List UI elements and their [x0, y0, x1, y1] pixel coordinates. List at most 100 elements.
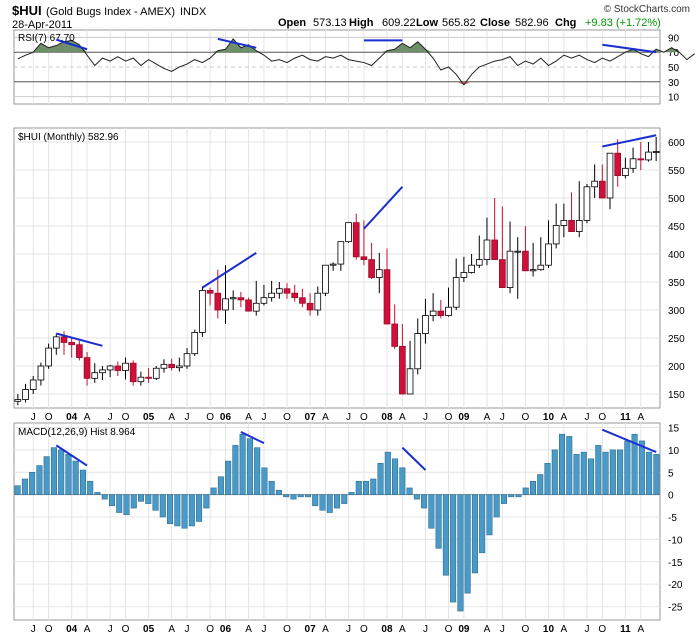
macd-x-label: O: [122, 624, 130, 635]
price-candle: [314, 292, 322, 311]
macd-hist-bar: [428, 494, 435, 529]
price-candle: [37, 365, 45, 381]
macd-hist-bar: [217, 476, 224, 495]
macd-trendline: [55, 444, 88, 467]
price-trendline: [363, 186, 404, 230]
macd-hist-bar: [333, 494, 341, 509]
price-candle: [22, 389, 29, 400]
macd-hist-bar: [138, 494, 145, 502]
price-candle: [545, 243, 552, 266]
macd-x-label: J: [261, 624, 266, 635]
macd-hist-bar: [653, 454, 660, 495]
macd-hist-bar: [79, 469, 86, 495]
macd-x-label: J: [108, 624, 113, 635]
macd-hist-bar: [624, 440, 631, 495]
macd-hist-bar: [595, 445, 602, 495]
price-candle: [145, 376, 152, 379]
price-candle: [383, 269, 391, 325]
price-candle: [514, 250, 522, 253]
macd-x-label: A: [484, 624, 491, 635]
price-title: $HUI (Monthly) 582.96: [18, 132, 119, 143]
price-candle: [275, 288, 283, 294]
price-panel-frame: [13, 127, 661, 409]
price-candle: [206, 289, 214, 294]
macd-trendline: [401, 446, 427, 471]
macd-hist-bar: [609, 449, 616, 495]
stockcharts-watermark: © StockCharts.com: [604, 4, 690, 15]
macd-hist-bar: [50, 447, 57, 495]
price-candle: [606, 152, 614, 199]
macd-hist-bar: [421, 494, 428, 509]
macd-hist-bar: [508, 494, 515, 498]
macd-tick-label: 5: [668, 468, 674, 479]
macd-hist-bar: [544, 463, 551, 495]
macd-hist-bar: [246, 438, 253, 495]
macd-hist-bar: [450, 494, 457, 603]
price-candle: [260, 297, 268, 304]
price-x-label: O: [522, 412, 530, 423]
price-candle: [283, 288, 291, 294]
macd-hist-bar: [413, 494, 420, 500]
quote-chg-label: Chg: [555, 17, 576, 29]
price-candle: [537, 264, 545, 271]
price-candle: [360, 256, 368, 260]
macd-hist-bar: [500, 494, 507, 504]
price-x-label: O: [598, 412, 606, 423]
price-x-label: J: [423, 412, 428, 423]
quote-close-label: Close: [480, 17, 510, 29]
macd-x-label: J: [185, 624, 190, 635]
macd-hist-bar: [123, 494, 130, 516]
macd-x-label: O: [522, 624, 530, 635]
macd-tick-label: -20: [668, 580, 683, 591]
price-candle: [591, 180, 598, 188]
macd-hist-bar: [377, 463, 384, 495]
price-x-label: 11: [620, 412, 631, 423]
price-x-label: J: [185, 412, 190, 423]
price-candle: [52, 336, 60, 349]
macd-hist-bar: [87, 480, 94, 495]
price-x-label: O: [283, 412, 291, 423]
price-x-label: J: [108, 412, 113, 423]
price-trendline: [602, 134, 657, 148]
macd-hist-bar: [312, 494, 319, 507]
price-candle: [437, 310, 445, 316]
price-x-label: 05: [143, 412, 155, 423]
price-candle: [152, 367, 160, 379]
macd-hist-bar: [646, 451, 653, 495]
price-x-label: A: [637, 412, 644, 423]
macd-hist-bar: [559, 433, 566, 495]
chart-index-name: (Gold Bugs Index - AMEX): [46, 6, 175, 18]
macd-hist-bar: [29, 472, 36, 495]
macd-x-label: O: [45, 624, 53, 635]
price-candle: [129, 362, 137, 383]
macd-hist-bar: [58, 449, 65, 495]
macd-hist-bar: [145, 494, 152, 504]
macd-tick-label: -5: [668, 513, 677, 524]
macd-hist-bar: [319, 494, 326, 511]
price-candle: [99, 369, 106, 374]
price-candle: [422, 315, 429, 334]
rsi-trendline: [602, 43, 657, 54]
price-candle: [598, 180, 606, 199]
macd-hist-bar: [522, 487, 529, 495]
rsi-tick-label: 70: [668, 48, 680, 59]
macd-hist-bar: [304, 494, 311, 498]
price-candle: [252, 302, 260, 312]
macd-hist-bar: [130, 494, 137, 509]
price-tick-label: 250: [668, 334, 685, 345]
macd-hist-bar: [479, 494, 486, 554]
macd-hist-bar: [254, 447, 261, 495]
macd-hist-bar: [580, 451, 587, 495]
macd-x-label: 04: [66, 624, 78, 635]
macd-x-label: 08: [381, 624, 393, 635]
macd-hist-bar: [283, 494, 290, 498]
macd-hist-bar: [261, 467, 268, 495]
price-tick-label: 450: [668, 222, 685, 233]
macd-x-label: A: [399, 624, 406, 635]
quote-low: 565.82: [442, 17, 476, 29]
macd-x-label: J: [31, 624, 36, 635]
price-tick-label: 550: [668, 166, 685, 177]
price-tick-label: 300: [668, 306, 685, 317]
price-candle: [245, 299, 252, 312]
